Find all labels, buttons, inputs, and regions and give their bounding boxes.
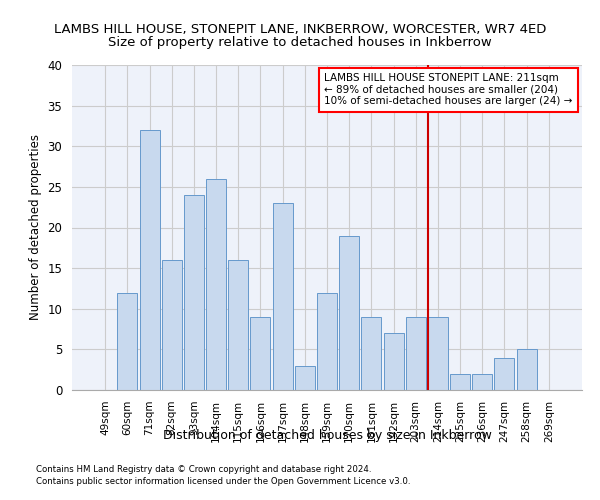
Bar bbox=[472, 374, 492, 390]
Bar bbox=[450, 374, 470, 390]
Text: Contains public sector information licensed under the Open Government Licence v3: Contains public sector information licen… bbox=[36, 476, 410, 486]
Bar bbox=[228, 260, 248, 390]
Bar bbox=[406, 317, 426, 390]
Bar bbox=[140, 130, 160, 390]
Text: LAMBS HILL HOUSE, STONEPIT LANE, INKBERROW, WORCESTER, WR7 4ED: LAMBS HILL HOUSE, STONEPIT LANE, INKBERR… bbox=[54, 22, 546, 36]
Bar bbox=[118, 292, 137, 390]
Bar bbox=[339, 236, 359, 390]
Text: Distribution of detached houses by size in Inkberrow: Distribution of detached houses by size … bbox=[163, 428, 491, 442]
Text: Size of property relative to detached houses in Inkberrow: Size of property relative to detached ho… bbox=[108, 36, 492, 49]
Bar bbox=[517, 350, 536, 390]
Bar bbox=[361, 317, 382, 390]
Bar bbox=[250, 317, 271, 390]
Bar bbox=[272, 203, 293, 390]
Bar bbox=[317, 292, 337, 390]
Bar bbox=[383, 333, 404, 390]
Bar bbox=[428, 317, 448, 390]
Bar bbox=[494, 358, 514, 390]
Text: Contains HM Land Registry data © Crown copyright and database right 2024.: Contains HM Land Registry data © Crown c… bbox=[36, 466, 371, 474]
Text: LAMBS HILL HOUSE STONEPIT LANE: 211sqm
← 89% of detached houses are smaller (204: LAMBS HILL HOUSE STONEPIT LANE: 211sqm ←… bbox=[325, 73, 573, 106]
Bar bbox=[206, 179, 226, 390]
Bar bbox=[184, 195, 204, 390]
Bar bbox=[162, 260, 182, 390]
Bar bbox=[295, 366, 315, 390]
Y-axis label: Number of detached properties: Number of detached properties bbox=[29, 134, 42, 320]
